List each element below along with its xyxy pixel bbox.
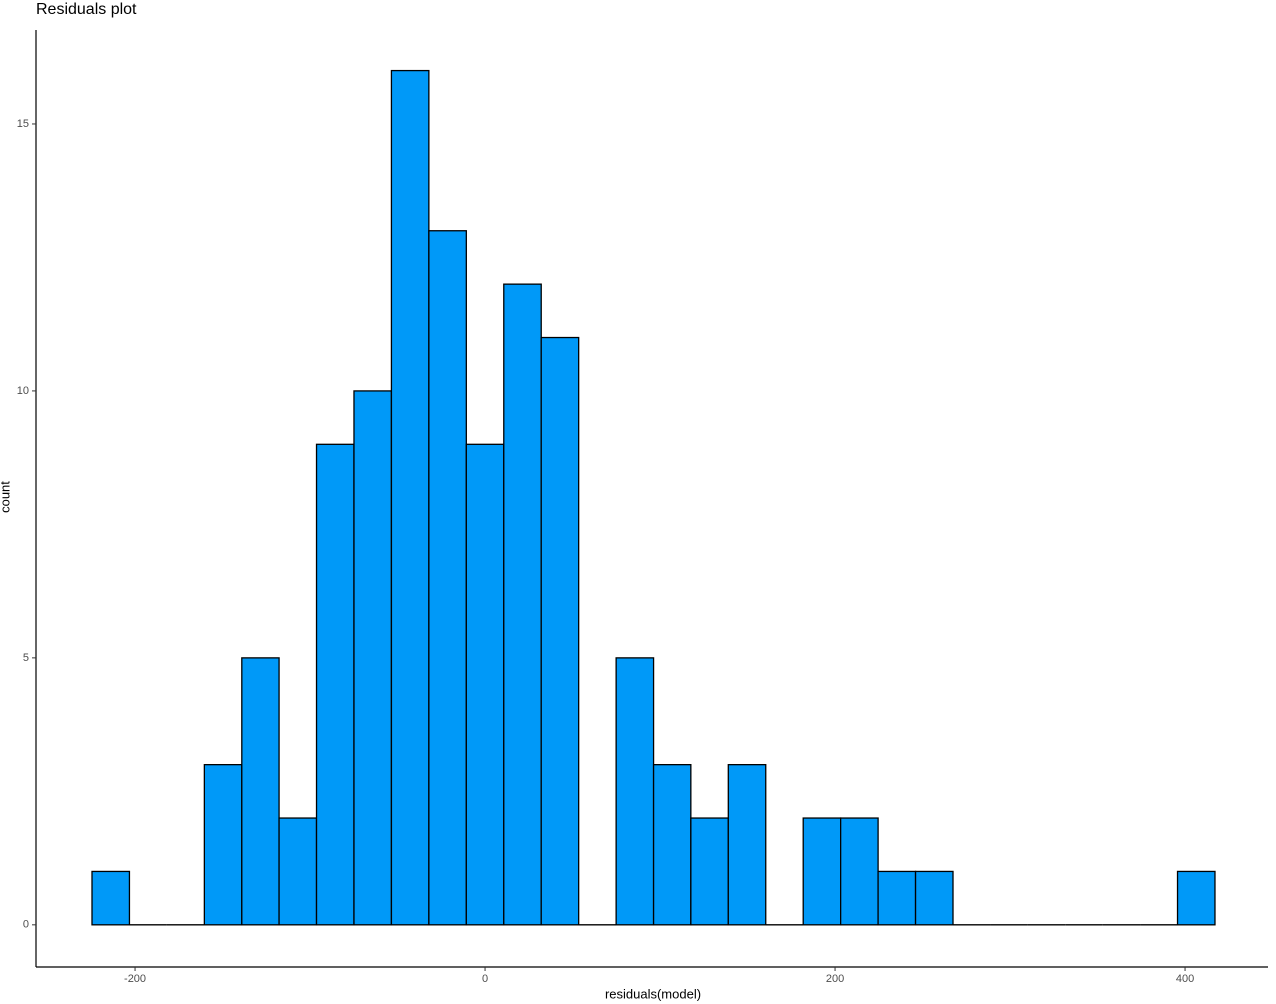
chart-title: Residuals plot <box>36 1 137 18</box>
x-tick-label: -200 <box>124 973 146 985</box>
bar <box>278 817 318 926</box>
y-axis-label: count <box>0 481 12 513</box>
y-tick-label: 5 <box>23 652 29 664</box>
bar <box>615 657 655 926</box>
bar <box>353 390 393 926</box>
bar <box>241 657 280 926</box>
bar <box>203 764 243 926</box>
y-tick-label: 0 <box>23 919 29 931</box>
bar <box>877 870 917 926</box>
bar <box>1176 870 1216 926</box>
bar <box>503 283 542 926</box>
x-axis-label: residuals(model) <box>605 986 701 1001</box>
x-tick-label: 400 <box>1176 973 1194 985</box>
y-tick-label: 10 <box>17 385 29 397</box>
bar <box>465 443 505 926</box>
y-tick-label: 15 <box>17 118 29 130</box>
bar <box>390 69 430 926</box>
bar <box>914 870 954 926</box>
bar <box>315 443 355 926</box>
x-tick-label: 200 <box>826 973 844 985</box>
bar <box>91 870 131 926</box>
bar <box>652 764 692 926</box>
bar <box>428 230 467 926</box>
x-tick-label: 0 <box>482 973 488 985</box>
bar <box>540 336 580 926</box>
bar <box>690 817 729 926</box>
bar <box>840 817 879 926</box>
bar <box>802 817 842 926</box>
bar <box>727 764 767 926</box>
